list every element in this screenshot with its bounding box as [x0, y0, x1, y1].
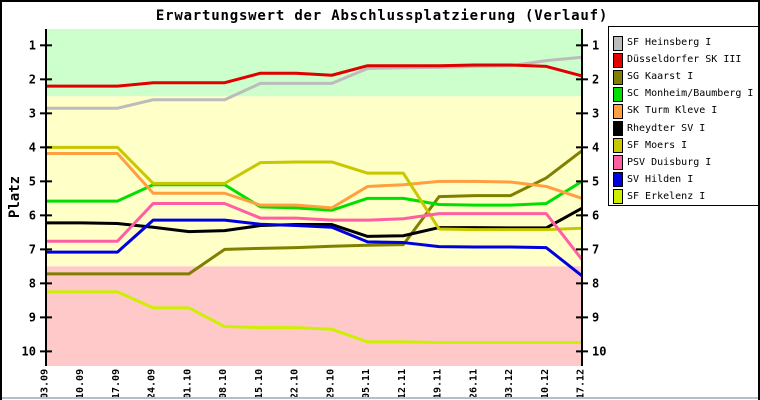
series-line-1 [46, 63, 583, 88]
legend-item: SF Erkelenz I [613, 189, 705, 205]
series-line-9 [46, 290, 582, 345]
legend-label: SK Turm Kleve I [627, 105, 718, 117]
y-tick-label-right: 7 [592, 242, 599, 256]
series-line-4 [46, 151, 583, 210]
y-tick-label-right: 8 [592, 276, 599, 290]
x-tick-label: 29.10 [325, 369, 336, 399]
y-tick-label-left: 6 [29, 208, 36, 222]
y-tick-label-right: 9 [592, 310, 599, 324]
legend-item: SG Kaarst I [613, 69, 693, 85]
legend-swatch [613, 155, 623, 171]
x-tick-label: 22.10 [290, 369, 301, 399]
y-tick-label-right: 3 [592, 106, 599, 120]
legend-item: SF Moers I [613, 138, 687, 154]
y-tick-label-left: 7 [29, 242, 36, 256]
x-tick-label: 17.09 [111, 369, 122, 399]
chart-title: Erwartungswert der Abschlussplatzierung … [155, 8, 609, 24]
series-line-2 [46, 149, 583, 276]
legend-swatch [613, 35, 623, 51]
series-line-8 [46, 218, 583, 278]
legend-swatch [613, 189, 623, 205]
legend-item: Düsseldorfer SK III [613, 52, 741, 68]
y-tick-label-left: 10 [22, 344, 36, 358]
x-tick-label: 05.11 [361, 369, 372, 399]
x-tick-label: 19.11 [433, 369, 444, 399]
legend-label: SC Monheim/Baumberg I [627, 88, 754, 100]
y-tick-label-right: 1 [592, 38, 599, 52]
legend-label: SF Moers I [627, 139, 688, 151]
legend-swatch [613, 121, 623, 136]
legend-item: PSV Duisburg I [613, 155, 711, 171]
legend-label: Düsseldorfer SK III [627, 54, 742, 66]
legend-item: SF Heinsberg I [613, 35, 711, 51]
legend-label: PSV Duisburg I [627, 156, 712, 168]
x-tick-label: 26.11 [468, 369, 479, 399]
y-tick-label-right: 5 [592, 174, 599, 188]
x-tick-label: 03.12 [504, 369, 515, 399]
legend-label: SV Hilden I [627, 173, 694, 185]
legend: SF Heinsberg I Düsseldorfer SK III SG Kaar… [608, 26, 758, 206]
x-tick-label: 24.09 [147, 369, 158, 399]
legend-swatch [613, 138, 623, 154]
series-line-7 [46, 201, 584, 261]
legend-swatch [613, 103, 623, 119]
x-tick-label: 08.10 [218, 369, 229, 399]
legend-label: SF Erkelenz I [627, 190, 706, 202]
y-tick-label-left: 1 [29, 38, 36, 52]
x-tick-label: 03.09 [40, 369, 51, 399]
window-bottom-edge [2, 397, 758, 399]
relegation-zone [46, 266, 582, 366]
y-tick-label-left: 4 [29, 140, 36, 154]
legend-label: SF Heinsberg I [627, 37, 712, 48]
legend-item: Rheydter SV I [613, 121, 705, 137]
legend-label: Rheydter SV I [627, 122, 706, 134]
legend-swatch [613, 86, 623, 102]
y-tick-label-right: 6 [592, 208, 599, 222]
y-tick-label-left: 5 [29, 174, 36, 188]
legend-swatch [613, 172, 623, 188]
legend-swatch [613, 69, 623, 85]
series-line-6 [46, 145, 583, 232]
series-line-5 [46, 206, 583, 238]
x-tick-label: 12.11 [397, 369, 408, 399]
x-tick-label: 17.12 [576, 369, 587, 399]
legend-label: SG Kaarst I [627, 71, 694, 83]
y-tick-label-right: 10 [592, 344, 606, 358]
x-tick-label: 15.10 [254, 369, 265, 399]
y-tick-label-left: 3 [29, 106, 36, 120]
y-tick-label-left: 8 [29, 276, 36, 290]
x-tick-label: 10.09 [75, 369, 86, 399]
y-tick-label-left: 2 [29, 72, 36, 86]
series-line-3 [46, 180, 583, 212]
legend-swatch [613, 52, 623, 68]
y-tick-label-left: 9 [29, 310, 36, 324]
legend-item: SK Turm Kleve I [613, 103, 717, 119]
x-tick-label: 10.12 [540, 369, 551, 399]
legend-item: SC Monheim/Baumberg I [613, 86, 753, 102]
x-tick-label: 01.10 [182, 369, 193, 399]
y-tick-label-right: 2 [592, 72, 599, 86]
y-tick-label-right: 4 [592, 140, 599, 154]
legend-item: SV Hilden I [613, 172, 693, 188]
